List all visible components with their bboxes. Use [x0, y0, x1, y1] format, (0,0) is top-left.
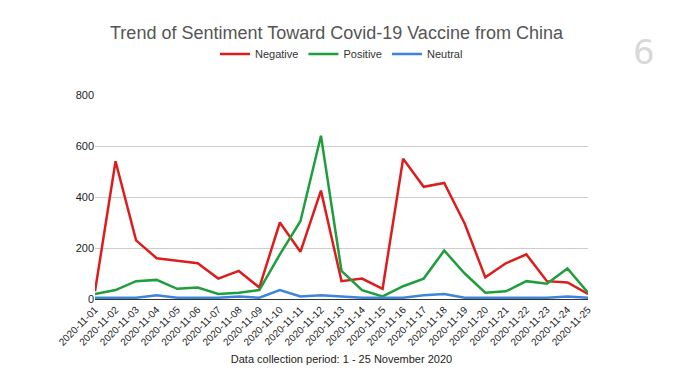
svg-text:2020-11-07: 2020-11-07: [180, 304, 224, 348]
svg-text:2020-11-11: 2020-11-11: [262, 304, 305, 347]
svg-text:Positive: Positive: [343, 48, 382, 60]
svg-text:Negative: Negative: [255, 48, 298, 60]
svg-text:2020-11-18: 2020-11-18: [406, 304, 450, 348]
svg-text:600: 600: [76, 140, 94, 152]
svg-text:2020-11-19: 2020-11-19: [426, 304, 470, 348]
svg-text:2020-11-10: 2020-11-10: [241, 304, 285, 348]
svg-text:Trend of Sentiment Toward Covi: Trend of Sentiment Toward Covid-19 Vacci…: [110, 23, 564, 43]
svg-text:6: 6: [633, 32, 655, 72]
svg-text:2020-11-23: 2020-11-23: [508, 304, 552, 348]
svg-text:2020-11-14: 2020-11-14: [324, 304, 368, 348]
svg-text:2020-11-05: 2020-11-05: [139, 304, 183, 348]
svg-text:Data collection period: 1 - 25: Data collection period: 1 - 25 November …: [231, 353, 452, 365]
svg-text:2020-11-08: 2020-11-08: [200, 304, 244, 348]
svg-text:2020-11-12: 2020-11-12: [282, 304, 326, 348]
svg-text:2020-11-24: 2020-11-24: [529, 304, 573, 348]
svg-text:2020-11-06: 2020-11-06: [159, 304, 203, 348]
svg-text:2020-11-15: 2020-11-15: [344, 304, 388, 348]
svg-text:2020-11-13: 2020-11-13: [303, 304, 347, 348]
svg-text:2020-11-25: 2020-11-25: [550, 304, 594, 348]
svg-text:Neutral: Neutral: [427, 48, 462, 60]
svg-text:200: 200: [76, 242, 94, 254]
svg-text:2020-11-22: 2020-11-22: [488, 304, 532, 348]
svg-text:2020-11-01: 2020-11-01: [57, 304, 101, 348]
svg-text:2020-11-02: 2020-11-02: [77, 304, 121, 348]
svg-text:2020-11-17: 2020-11-17: [385, 304, 429, 348]
svg-text:2020-11-04: 2020-11-04: [118, 304, 162, 348]
svg-text:2020-11-16: 2020-11-16: [365, 304, 409, 348]
svg-text:800: 800: [76, 89, 94, 101]
svg-text:400: 400: [76, 191, 94, 203]
svg-text:2020-11-21: 2020-11-21: [467, 304, 511, 348]
svg-text:2020-11-20: 2020-11-20: [447, 304, 491, 348]
svg-text:0: 0: [88, 293, 94, 305]
svg-text:2020-11-03: 2020-11-03: [98, 304, 142, 348]
svg-text:2020-11-09: 2020-11-09: [221, 304, 265, 348]
